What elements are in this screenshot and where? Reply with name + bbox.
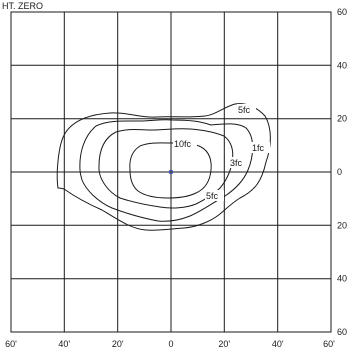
center-marker [168,169,174,175]
chart-title: HT. ZERO [2,1,43,11]
y-tick-label: 60 [337,7,347,17]
contour-labels: 10fc 5fc 3fc 1fc 5fc [173,104,270,201]
label-bg [251,142,270,153]
contour-label-5fc-top: 5fc [238,105,251,115]
y-axis-labels: 60 40 20 0 20 40 60 [337,7,347,337]
y-tick-label: 60 [337,327,347,337]
contour-label-1fc: 1fc [252,143,265,153]
y-tick-label: 40 [337,60,347,70]
x-tick-label: 20' [218,339,230,349]
contour-label-5fc-bottom: 5fc [206,191,219,201]
y-tick-label: 40 [337,274,347,284]
contour-label-3fc: 3fc [230,158,243,168]
grid [10,11,332,333]
x-tick-label: 20' [112,339,124,349]
y-tick-label: 20 [337,220,347,230]
x-tick-label: 60' [323,339,335,349]
y-tick-label: 0 [337,167,342,177]
x-tick-label: 40' [58,339,70,349]
x-tick-label: 40' [272,339,284,349]
contour-1fc [56,103,271,231]
label-bg [173,138,197,149]
contour-10fc [129,142,212,199]
x-axis-labels: 60' 40' 20' 0 20' 40' 60' [5,339,335,349]
label-bg [237,104,256,115]
label-bg [205,190,224,201]
contour-3fc [79,119,254,222]
y-tick-label: 20 [337,114,347,124]
contour-label-10fc: 10fc [174,139,192,149]
label-bg [229,157,248,168]
x-tick-label: 0 [168,339,173,349]
x-tick-label: 60' [5,339,17,349]
